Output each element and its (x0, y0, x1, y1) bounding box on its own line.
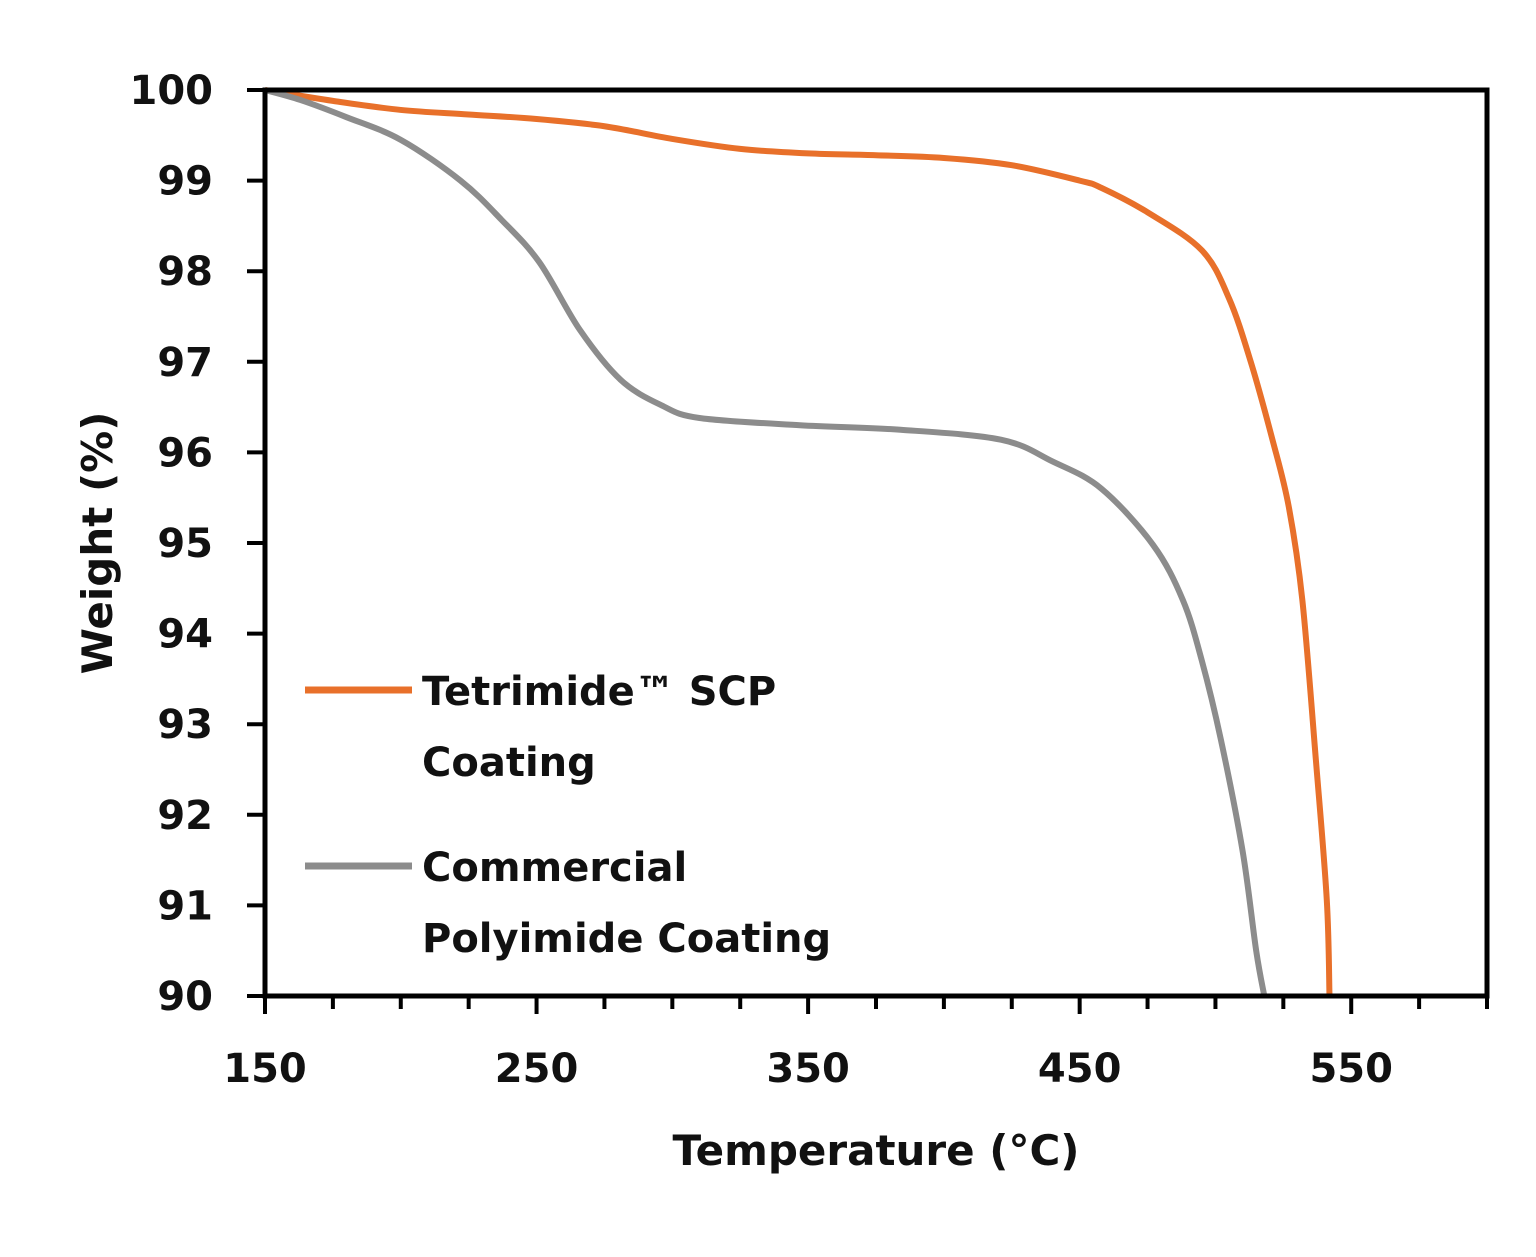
y-tick-label: 98 (157, 249, 213, 295)
x-tick-label: 450 (1038, 1046, 1122, 1092)
y-tick-label: 99 (157, 159, 213, 205)
series-layer (264, 87, 1333, 997)
x-tick-label: 150 (223, 1046, 307, 1092)
y-tick-label: 90 (157, 974, 213, 1020)
y-tick-label: 94 (157, 612, 213, 658)
legend-label-commercial-line1: Commercial (422, 845, 687, 891)
x-tick-label: 250 (495, 1046, 579, 1092)
legend-label-commercial-line2: Polyimide Coating (422, 916, 831, 962)
series-line-1 (264, 87, 1268, 997)
x-tick-label: 550 (1309, 1046, 1393, 1092)
y-tick-label: 91 (157, 883, 213, 929)
series-line-0 (264, 87, 1333, 997)
y-tick-label: 95 (157, 521, 213, 567)
axes-layer: 150 250 350 450 550 90 91 92 93 94 95 96 97 98 99 100 (130, 68, 1489, 1092)
y-tick-label: 93 (157, 702, 213, 748)
x-axis-label: Temperature (°C) (673, 1126, 1080, 1175)
x-tick-label: 350 (766, 1046, 850, 1092)
legend-label-tetrimide-line2: Coating (422, 740, 596, 786)
y-tick-label: 92 (157, 793, 213, 839)
y-axis-label: Weight (%) (73, 412, 122, 675)
y-tick-label: 100 (130, 68, 214, 114)
legend-label-tetrimide-line1: Tetrimide™ SCP (422, 669, 776, 715)
y-tick-label: 97 (157, 340, 213, 386)
legend: Tetrimide™ SCP Coating Commercial Polyim… (305, 669, 831, 962)
y-tick-label: 96 (157, 430, 213, 476)
